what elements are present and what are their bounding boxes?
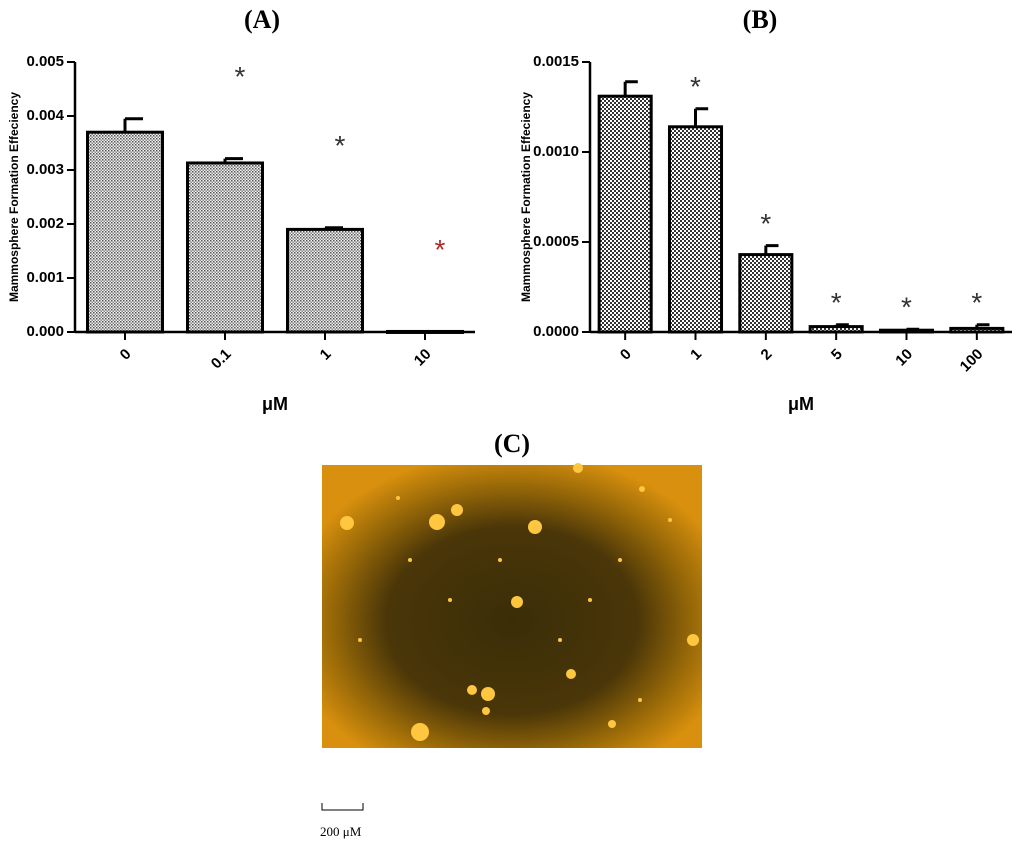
y-axis-label: Mammosphere Formation Effeciency (7, 92, 21, 302)
y-tick-label: 0.001 (26, 269, 64, 286)
error-bar (834, 323, 849, 327)
y-tick-label: 0.005 (26, 53, 64, 70)
significance-mark: * (335, 130, 346, 161)
error-bar (764, 244, 779, 255)
error-bar (905, 327, 920, 331)
y-tick-label: 0.002 (26, 215, 64, 232)
x-tick-label: 0 (617, 346, 635, 364)
error-bar (223, 157, 243, 163)
y-axis-label: Mammosphere Formation Effeciency (519, 92, 533, 302)
bar (286, 227, 364, 334)
y-tick-label: 0.0005 (533, 233, 579, 250)
panel-label: (C) (494, 429, 530, 458)
x-tick-label: 1 (687, 346, 705, 364)
x-axis-label: μM (262, 394, 288, 414)
significance-mark: * (435, 234, 446, 265)
chart-title: (B) (743, 5, 778, 34)
y-tick-label: 0.003 (26, 161, 64, 178)
error-bar (694, 107, 709, 127)
significance-mark: * (901, 292, 912, 323)
micrograph (322, 465, 702, 748)
x-tick-label: 5 (828, 346, 846, 364)
x-tick-label: 10 (411, 346, 435, 370)
panel-c: (C) 200 μM (320, 429, 702, 839)
significance-mark: * (831, 287, 842, 318)
y-tick-label: 0.0000 (533, 323, 579, 340)
y-tick-label: 0.0010 (533, 143, 579, 160)
scale-bar (321, 803, 364, 811)
x-axis-label: μM (788, 394, 814, 414)
error-bar (123, 117, 143, 133)
y-tick-label: 0.004 (26, 107, 64, 124)
x-tick-label: 0.1 (208, 346, 235, 373)
y-tick-label: 0.000 (26, 323, 64, 340)
scale-label: 200 μM (320, 824, 362, 839)
spheres (340, 463, 699, 741)
bar (186, 161, 264, 334)
bar (86, 130, 164, 334)
y-tick-label: 0.0015 (533, 53, 579, 70)
error-bar (323, 226, 343, 230)
significance-mark: * (760, 208, 771, 239)
x-tick-label: 100 (957, 346, 987, 376)
significance-mark: * (971, 287, 982, 318)
x-tick-label: 1 (317, 346, 335, 364)
significance-mark: * (690, 71, 701, 102)
error-bar (623, 80, 638, 97)
error-bar (975, 323, 990, 329)
chart-title: (A) (244, 5, 280, 34)
x-tick-label: 2 (758, 346, 776, 364)
bar (738, 253, 794, 334)
x-tick-label: 0 (117, 346, 135, 364)
bar (667, 125, 724, 334)
bar (597, 94, 653, 334)
significance-mark: * (235, 61, 246, 92)
x-tick-label: 10 (892, 346, 916, 370)
